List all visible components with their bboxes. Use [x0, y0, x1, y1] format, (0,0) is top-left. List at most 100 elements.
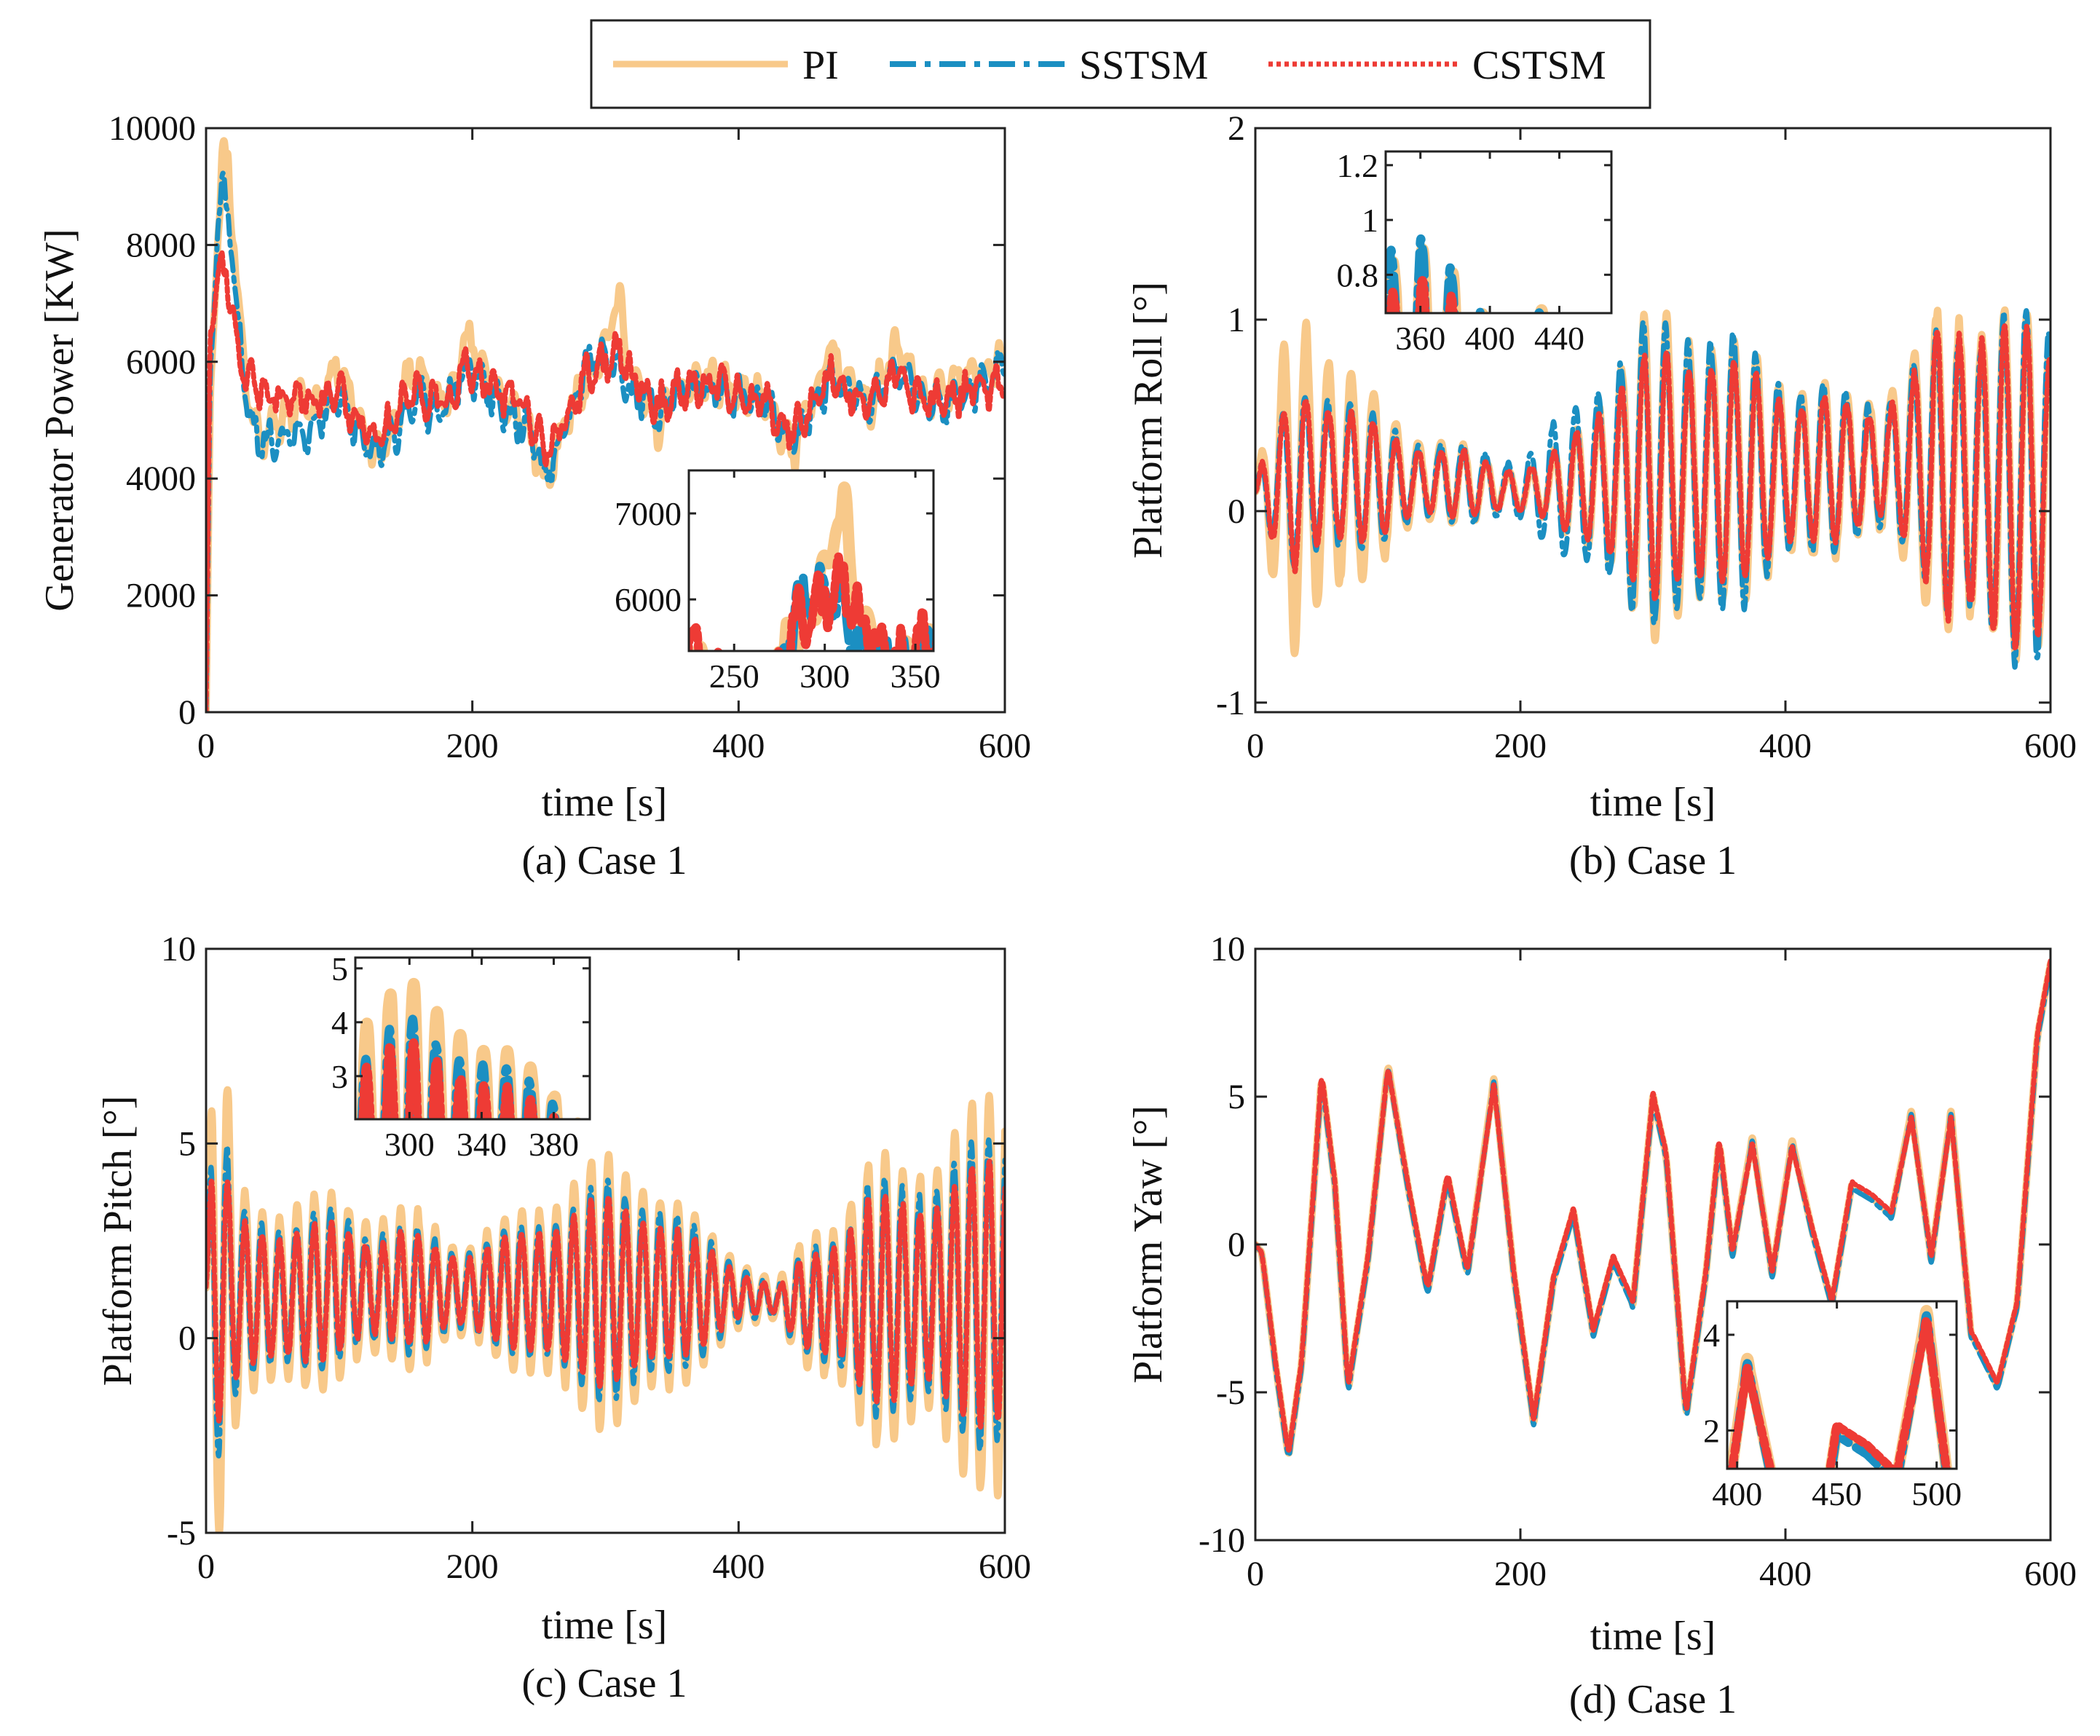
- x-tick-label-a: 0: [197, 727, 215, 765]
- plot-frame-c: [205, 947, 1006, 1534]
- y-axis-label-d: Platform Yaw [°]: [1126, 1105, 1171, 1384]
- panel-caption-b: (b) Case 1: [1569, 838, 1737, 883]
- x-tick-label-c: 600: [979, 1547, 1031, 1586]
- y-axis-label-a: Generator Power [KW]: [37, 229, 82, 612]
- inset-c: 300 340 380 3 4 5: [331, 950, 591, 1163]
- inset-y-tick-label-b: 1: [1362, 202, 1378, 239]
- legend-label-cstsm: CSTSM: [1472, 43, 1606, 88]
- y-tick-label-b: 1: [1228, 301, 1245, 339]
- inset-x-tick-label-d: 500: [1911, 1475, 1962, 1512]
- inset-plot-frame-b: [1384, 150, 1613, 315]
- x-tick-label-d: 0: [1247, 1555, 1264, 1593]
- x-tick-label-c: 200: [446, 1547, 499, 1586]
- x-tick-label-b: 0: [1247, 727, 1264, 765]
- inset-y-tick-label-c: 4: [331, 1004, 348, 1041]
- inset-x-tick-label-d: 450: [1812, 1475, 1862, 1512]
- inset-x-tick-label-b: 360: [1395, 320, 1445, 357]
- series-group-a: [206, 137, 1005, 712]
- inset-series-line-cstsm-a: [689, 552, 933, 651]
- inset-plot-frame-c: [354, 956, 591, 1121]
- y-tick-label-d: 10: [1210, 930, 1245, 968]
- inset-y-tick-label-d: 4: [1703, 1317, 1720, 1354]
- x-tick-label-c: 400: [712, 1547, 765, 1586]
- x-tick-label-b: 600: [2024, 727, 2077, 765]
- x-tick-label-c: 0: [197, 1547, 215, 1586]
- inset-y-tick-label-b: 1.2: [1337, 147, 1379, 184]
- panel-caption-d: (d) Case 1: [1569, 1677, 1737, 1722]
- inset-y-tick-label-c: 5: [331, 950, 348, 987]
- x-tick-label-a: 600: [979, 727, 1031, 765]
- panel-caption-a: (a) Case 1: [521, 838, 687, 883]
- series-line-cstsm-a: [206, 249, 1005, 712]
- inset-b: 360 400 440 0.8 1 1.2: [1337, 147, 1613, 357]
- series-line-cstsm-b: [1255, 323, 2050, 652]
- series-line-pi-a: [206, 137, 1005, 712]
- inset-x-tick-label-a: 350: [891, 658, 941, 695]
- series-group-c: [206, 1086, 1005, 1533]
- inset-series-line-cstsm-d: [1727, 1316, 1951, 1469]
- inset-d: 400 450 500 2 4: [1703, 1300, 1962, 1512]
- y-tick-label-d: 0: [1228, 1226, 1245, 1264]
- inset-a: 250 300 350 6000 7000: [615, 469, 941, 695]
- series-group-b: [1255, 306, 2050, 670]
- legend: PI SSTSM CSTSM: [590, 19, 1651, 109]
- plot-frame-b: [1254, 127, 2052, 714]
- x-tick-label-d: 400: [1759, 1555, 1812, 1593]
- inset-x-tick-label-c: 300: [384, 1126, 435, 1163]
- inset-x-tick-label-c: 380: [529, 1126, 579, 1163]
- plot-frame-a: [205, 127, 1006, 714]
- x-axis-label-c: time [s]: [542, 1603, 668, 1648]
- x-axis-label-a: time [s]: [542, 780, 668, 825]
- x-tick-label-b: 400: [1759, 727, 1812, 765]
- panel-caption-c: (c) Case 1: [521, 1661, 687, 1706]
- inset-x-tick-label-b: 400: [1465, 320, 1515, 357]
- inset-series-group-a: [689, 481, 933, 651]
- inset-y-tick-label-d: 2: [1703, 1412, 1720, 1449]
- x-tick-label-d: 600: [2024, 1555, 2077, 1593]
- series-line-cstsm-c: [206, 1159, 1005, 1430]
- inset-plot-frame-d: [1726, 1300, 1958, 1470]
- legend-label-pi: PI: [802, 43, 839, 88]
- series-line-sstsm-c: [206, 1137, 1005, 1459]
- x-tick-label-a: 400: [712, 727, 765, 765]
- chart-panel-d: 0 200 400 600 -10 -5 0 5 10 Platform Yaw [°] time …: [1126, 930, 2077, 1722]
- y-tick-label-d: 5: [1228, 1078, 1245, 1116]
- y-tick-label-d: -10: [1199, 1521, 1245, 1560]
- inset-x-tick-label-a: 250: [709, 658, 759, 695]
- legend-label-sstsm: SSTSM: [1079, 43, 1208, 88]
- inset-x-tick-label-c: 340: [457, 1126, 507, 1163]
- inset-x-tick-label-b: 440: [1534, 320, 1584, 357]
- inset-y-tick-label-a: 6000: [615, 581, 682, 618]
- y-tick-label-b: 0: [1228, 492, 1245, 531]
- x-tick-label-d: 200: [1494, 1555, 1547, 1593]
- y-tick-label-a: 4000: [126, 459, 196, 498]
- inset-plot-frame-a: [687, 469, 935, 652]
- chart-panel-a: 0 200 400 6000200040006000800010000Generato…: [37, 109, 1031, 883]
- y-tick-label-d: -5: [1216, 1373, 1245, 1412]
- y-tick-label-c: 0: [178, 1319, 196, 1358]
- y-tick-label-b: -1: [1216, 684, 1245, 722]
- y-tick-label-b: 2: [1228, 109, 1245, 148]
- y-axis-label-c: Platform Pitch [°]: [95, 1096, 141, 1386]
- y-tick-label-a: 6000: [126, 343, 196, 382]
- inset-series-group-d: [1727, 1305, 1953, 1469]
- y-tick-label-c: 10: [161, 930, 196, 968]
- y-tick-label-c: -5: [167, 1514, 196, 1552]
- series-group-d: [1255, 958, 2050, 1459]
- inset-y-tick-label-a: 7000: [615, 495, 682, 532]
- x-tick-label-a: 200: [446, 727, 499, 765]
- y-tick-label-a: 0: [178, 693, 196, 732]
- y-tick-label-a: 2000: [126, 577, 196, 615]
- inset-x-tick-label-d: 400: [1712, 1475, 1762, 1512]
- series-line-cstsm-d: [1255, 958, 2050, 1453]
- inset-x-tick-label-a: 300: [800, 658, 850, 695]
- inset-y-tick-label-c: 3: [331, 1058, 348, 1095]
- y-tick-label-a: 8000: [126, 226, 196, 264]
- y-axis-label-b: Platform Roll [°]: [1126, 282, 1171, 559]
- y-tick-label-a: 10000: [108, 109, 196, 148]
- y-tick-label-c: 5: [178, 1124, 196, 1163]
